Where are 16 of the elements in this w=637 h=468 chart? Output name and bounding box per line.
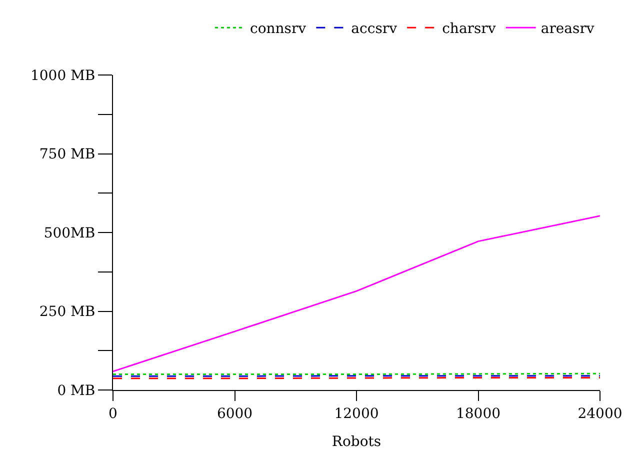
legend-label: areasrv <box>540 21 594 38</box>
line-series <box>113 215 600 372</box>
legend-label: accsrv <box>351 21 398 38</box>
x-axis-title: Robots <box>332 434 382 450</box>
y-tick-label: 1000 MB <box>30 68 96 84</box>
legend-label: charsrv <box>442 21 496 38</box>
x-tick-label: 24000 <box>578 406 622 422</box>
y-tick-label: 0 MB <box>57 382 96 399</box>
y-tick-label: 250 MB <box>39 304 96 320</box>
x-tick-label: 12000 <box>334 406 379 422</box>
legend-label: connsrv <box>250 21 306 38</box>
x-tick-label: 6000 <box>216 406 253 422</box>
x-tick-label: 18000 <box>456 406 501 422</box>
x-tick-label: 0 <box>108 406 118 422</box>
y-tick-label: 500MB <box>44 225 96 242</box>
y-tick-label: 750 MB <box>39 146 96 163</box>
